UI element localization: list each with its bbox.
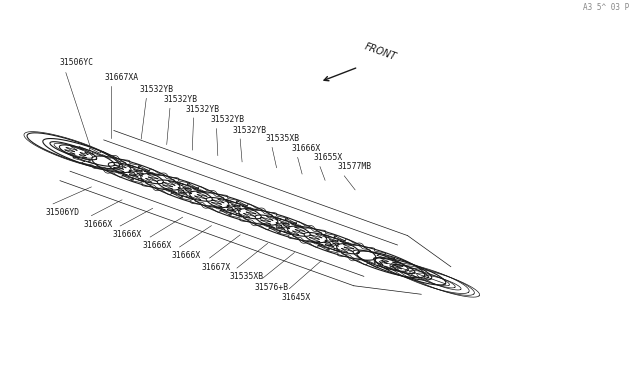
Text: FRONT: FRONT	[364, 42, 398, 62]
Text: 31535XB: 31535XB	[229, 272, 264, 282]
Text: 31532YB: 31532YB	[210, 115, 244, 124]
Text: 31655X: 31655X	[314, 153, 343, 162]
Text: 31645X: 31645X	[282, 293, 311, 302]
Text: 31576+B: 31576+B	[255, 283, 289, 292]
Text: A3 5^ 03 P: A3 5^ 03 P	[584, 3, 630, 12]
Text: 31532YB: 31532YB	[232, 126, 267, 135]
Text: 31667XA: 31667XA	[104, 73, 138, 82]
Text: 31666X: 31666X	[113, 230, 141, 240]
Text: 31667X: 31667X	[202, 263, 231, 272]
Text: 31532YB: 31532YB	[140, 85, 174, 94]
Text: 31666X: 31666X	[291, 144, 321, 153]
Text: 31666X: 31666X	[143, 241, 172, 250]
Text: 31666X: 31666X	[172, 251, 201, 260]
Text: 31666X: 31666X	[84, 220, 113, 229]
Text: 31535XB: 31535XB	[266, 134, 300, 143]
Text: 31506YC: 31506YC	[60, 58, 93, 67]
Text: 31532YB: 31532YB	[164, 95, 198, 104]
Text: 31577MB: 31577MB	[338, 163, 372, 171]
Text: 31532YB: 31532YB	[186, 105, 220, 114]
Text: 31506YD: 31506YD	[45, 208, 79, 217]
